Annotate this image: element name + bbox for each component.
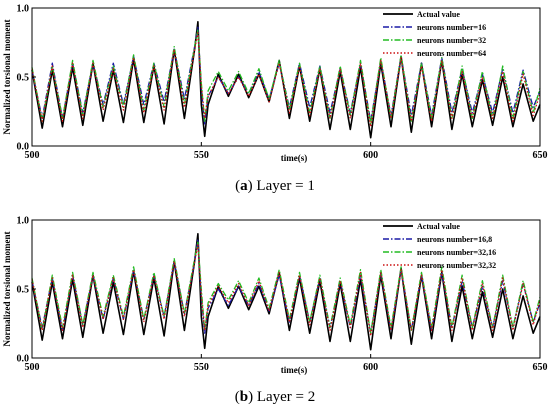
y-tick-label: 1.0 bbox=[17, 4, 30, 15]
legend-label-3: neurons number=32,32 bbox=[417, 261, 496, 270]
y-tick-label: 0.0 bbox=[17, 354, 30, 365]
chart-panel-a: 0.0 0.5 1.0 500 550 600 650 time(s) Normalized t… bbox=[2, 4, 548, 164]
caption-a: (a) Layer = 1 bbox=[235, 178, 315, 194]
x-tick-label: 600 bbox=[363, 150, 378, 161]
x-tick-label: 600 bbox=[363, 362, 378, 373]
legend-label-0: Actual value bbox=[417, 222, 460, 231]
legend: Actual value neurons number=16,8 neurons n… bbox=[383, 222, 496, 270]
x-tick-label: 500 bbox=[25, 362, 40, 373]
series-line-2 bbox=[31, 241, 541, 334]
y-axis-label: Normalized torsional moment bbox=[2, 232, 12, 347]
x-tick-label: 650 bbox=[533, 150, 548, 161]
legend-label-1: neurons number=16,8 bbox=[417, 235, 492, 244]
series-line-2 bbox=[31, 29, 541, 125]
legend-label-1: neurons number=16 bbox=[417, 23, 486, 32]
x-axis-label: time(s) bbox=[281, 365, 308, 375]
legend-label-2: neurons number=32,16 bbox=[417, 248, 496, 257]
y-tick-label: 0.5 bbox=[17, 285, 30, 296]
y-tick-label: 0.5 bbox=[17, 73, 30, 84]
x-tick-label: 550 bbox=[194, 150, 209, 161]
legend-label-2: neurons number=32 bbox=[417, 36, 486, 45]
x-axis-label: time(s) bbox=[281, 153, 308, 163]
caption-b: (b) Layer = 2 bbox=[234, 389, 316, 405]
series-line-3 bbox=[31, 32, 541, 128]
x-tick-label: 650 bbox=[533, 362, 548, 373]
chart-panel-b: 0.0 0.5 1.0 500 550 600 650 time(s) Normalized t… bbox=[2, 216, 548, 376]
y-axis-label: Normalized torsional moment bbox=[2, 20, 12, 135]
series-line-3 bbox=[31, 244, 541, 337]
x-tick-label: 500 bbox=[25, 150, 40, 161]
x-tick-label: 550 bbox=[194, 362, 209, 373]
y-tick-label: 1.0 bbox=[17, 216, 30, 227]
legend-label-0: Actual value bbox=[417, 10, 460, 19]
legend-label-3: neurons number=64 bbox=[417, 49, 486, 58]
legend: Actual value neurons number=16 neurons num… bbox=[383, 10, 486, 58]
y-tick-label: 0.0 bbox=[17, 142, 30, 153]
